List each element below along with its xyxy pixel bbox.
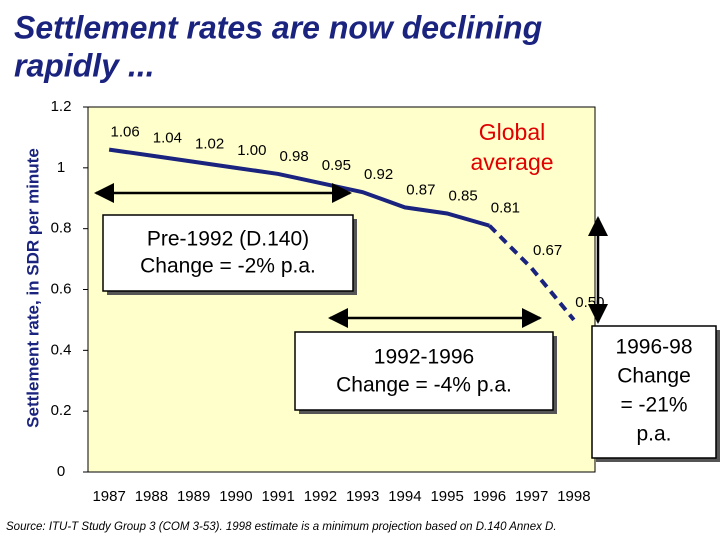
series-line bbox=[108, 147, 490, 228]
value-label: 0.92 bbox=[364, 166, 393, 183]
annotation-text: Change bbox=[617, 365, 691, 388]
annotation-text: p.a. bbox=[636, 423, 671, 446]
x-tick-label: 1991 bbox=[261, 488, 294, 505]
value-label: 0.50 bbox=[575, 294, 604, 311]
value-label: 0.95 bbox=[322, 157, 351, 174]
y-tick-label: 0.4 bbox=[51, 341, 72, 358]
x-tick-label: 1994 bbox=[388, 488, 421, 505]
source: Source: ITU-T Study Group 3 (COM 3-53). … bbox=[6, 521, 557, 533]
x-tick-label: 1997 bbox=[515, 488, 548, 505]
value-label: 1.04 bbox=[153, 130, 182, 147]
y-tick-label: 0.8 bbox=[51, 220, 72, 237]
x-tick-label: 1990 bbox=[219, 488, 252, 505]
x-tick-label: 1995 bbox=[430, 488, 463, 505]
annotation-box bbox=[102, 214, 354, 292]
x-tick-label: 1992 bbox=[304, 488, 337, 505]
y-axis-label: Settlement rate, in SDR per minute bbox=[23, 148, 42, 428]
series-name: Global bbox=[479, 119, 545, 145]
x-tick-label: 1989 bbox=[177, 488, 210, 505]
y-tick-label: 0 bbox=[57, 463, 65, 480]
annotation-box bbox=[591, 325, 717, 459]
value-label: 1.02 bbox=[195, 136, 224, 153]
x-tick-label: 1987 bbox=[92, 488, 125, 505]
series-line bbox=[487, 224, 576, 322]
series-name: average bbox=[470, 149, 553, 175]
value-label: 0.87 bbox=[406, 181, 435, 198]
annotation-text: = -21% bbox=[620, 394, 687, 417]
annotation-text: Pre-1992 (D.140) bbox=[147, 228, 309, 251]
value-label: 0.98 bbox=[280, 148, 309, 165]
y-tick-label: 0.6 bbox=[51, 280, 72, 297]
title-line: Settlement rates are now declining bbox=[14, 9, 542, 45]
annotation-text: Change = -2% p.a. bbox=[140, 255, 316, 278]
x-tick-label: 1993 bbox=[346, 488, 379, 505]
x-tick-label: 1998 bbox=[557, 488, 590, 505]
value-label: 0.67 bbox=[533, 242, 562, 259]
value-label: 0.85 bbox=[449, 187, 478, 204]
y-tick-label: 1.2 bbox=[51, 98, 72, 115]
annotation-text: Change = -4% p.a. bbox=[336, 374, 512, 397]
x-tick-label: 1996 bbox=[473, 488, 506, 505]
x-tick-label: 1988 bbox=[135, 488, 168, 505]
y-tick-label: 0.2 bbox=[51, 402, 72, 419]
annotation-text: 1996-98 bbox=[615, 336, 692, 359]
title-line: rapidly ... bbox=[14, 47, 154, 83]
annotation-box bbox=[294, 331, 554, 411]
annotation-text: 1992-1996 bbox=[374, 346, 474, 369]
value-label: 1.06 bbox=[111, 124, 140, 141]
value-label: 0.81 bbox=[491, 200, 520, 217]
value-label: 1.00 bbox=[237, 142, 266, 159]
y-tick-label: 1 bbox=[57, 159, 65, 176]
